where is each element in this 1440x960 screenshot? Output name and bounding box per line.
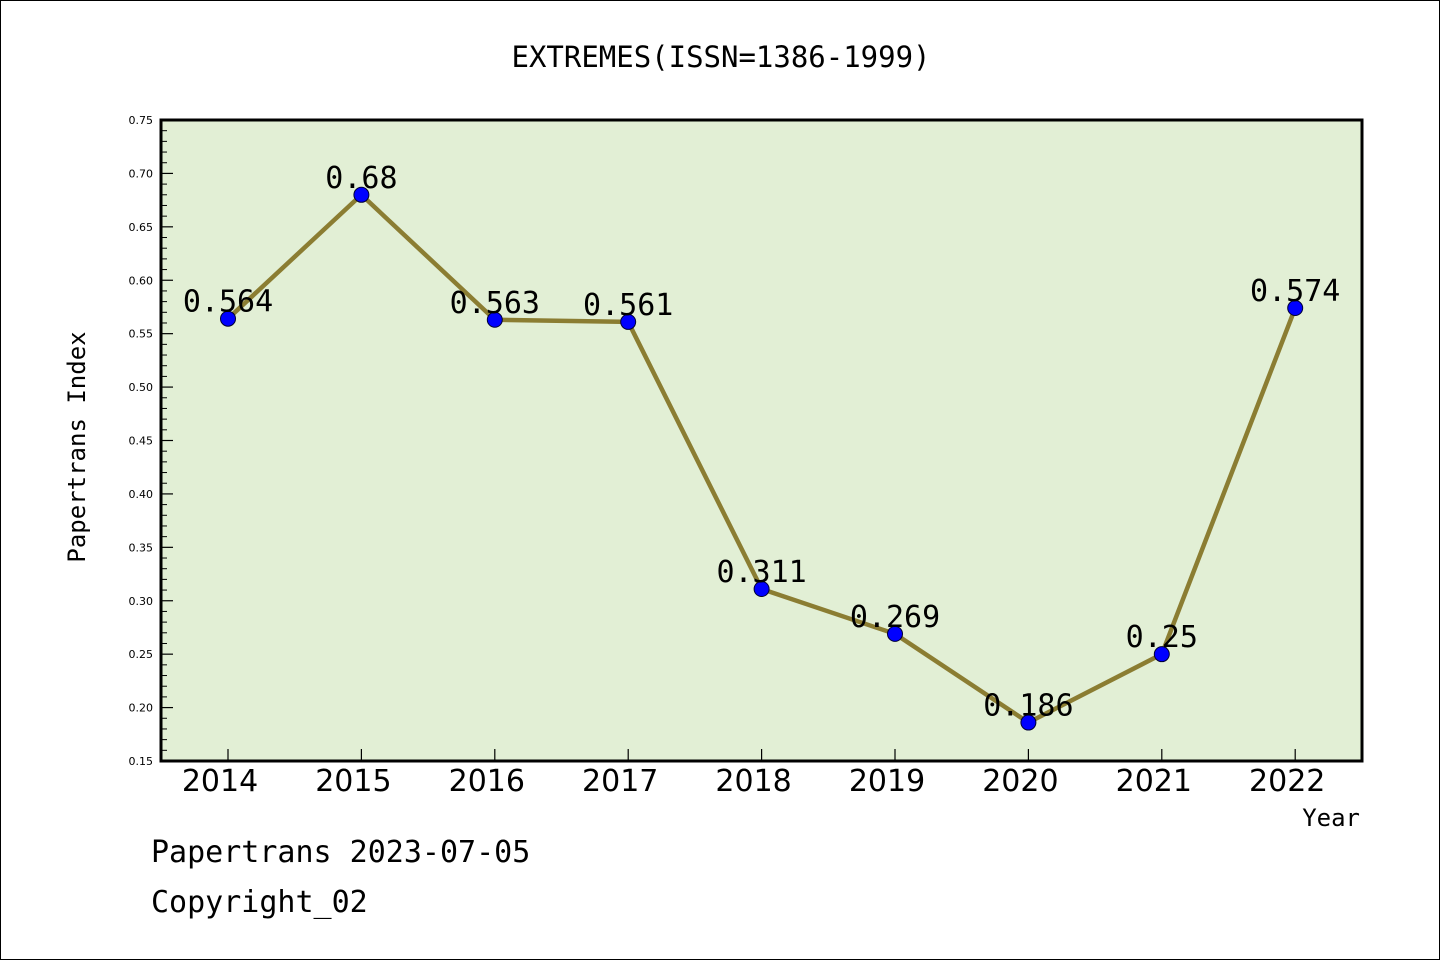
y-tick-label: 0.35 <box>129 541 154 554</box>
x-tick-label: 2015 <box>315 764 391 799</box>
data-point <box>620 313 637 330</box>
y-tick-label: 0.65 <box>129 221 154 234</box>
x-axis-label: Year <box>1302 804 1360 832</box>
y-tick-label: 0.45 <box>129 435 154 448</box>
y-tick-label: 0.15 <box>129 755 154 768</box>
y-tick-label: 0.55 <box>129 328 154 341</box>
data-label: 0.561 <box>583 288 673 323</box>
y-tick-label: 0.70 <box>129 167 154 180</box>
data-point <box>486 311 503 328</box>
data-points <box>220 186 1304 731</box>
data-label: 0.574 <box>1250 274 1340 309</box>
x-axis: 2014 2015 2016 2017 2018 2019 2020 2021 2022 <box>182 749 1325 799</box>
data-label: 0.25 <box>1126 620 1198 655</box>
data-label: 0.186 <box>983 689 1073 724</box>
data-label: 0.564 <box>183 285 273 320</box>
y-axis-label: Papertrans Index <box>63 331 91 562</box>
data-point <box>887 625 903 642</box>
data-label: 0.269 <box>850 600 940 635</box>
footer-date: Papertrans 2023-07-05 <box>151 835 531 870</box>
y-axis: 0.15 0.20 0.25 0.30 0.35 0.40 0.45 0.50 0.55 0.60… <box>129 114 173 768</box>
data-point <box>1020 714 1037 731</box>
y-tick-label: 0.30 <box>129 595 154 608</box>
data-point <box>1287 300 1304 317</box>
data-label: 0.311 <box>716 555 806 590</box>
x-tick-label: 2021 <box>1116 764 1192 799</box>
chart-title: EXTREMES(ISSN=1386-1999) <box>511 40 930 74</box>
x-tick-label: 2016 <box>449 764 525 799</box>
data-labels: 0.564 0.68 0.563 0.561 0.311 0.269 0.186 0.25 0.… <box>183 161 1341 724</box>
y-tick-label: 0.60 <box>129 274 154 287</box>
footer-copyright: Copyright_02 <box>151 885 368 920</box>
x-tick-label: 2014 <box>182 764 258 799</box>
x-tick-label: 2020 <box>982 764 1058 799</box>
x-tick-label: 2017 <box>582 764 658 799</box>
y-tick-label: 0.20 <box>129 702 154 715</box>
x-tick-label: 2018 <box>715 764 791 799</box>
data-label: 0.563 <box>450 286 540 321</box>
data-label: 0.68 <box>325 161 397 196</box>
plot-border <box>159 118 1364 763</box>
y-tick-label: 0.50 <box>129 381 154 394</box>
data-point <box>1153 646 1170 663</box>
y-tick-label: 0.25 <box>129 648 154 661</box>
data-point <box>353 186 370 203</box>
y-tick-label: 0.75 <box>129 114 154 127</box>
y-tick-label: 0.40 <box>129 488 154 501</box>
x-tick-label: 2022 <box>1249 764 1325 799</box>
data-point <box>753 580 770 597</box>
x-tick-label: 2019 <box>849 764 925 799</box>
data-point <box>220 310 236 327</box>
